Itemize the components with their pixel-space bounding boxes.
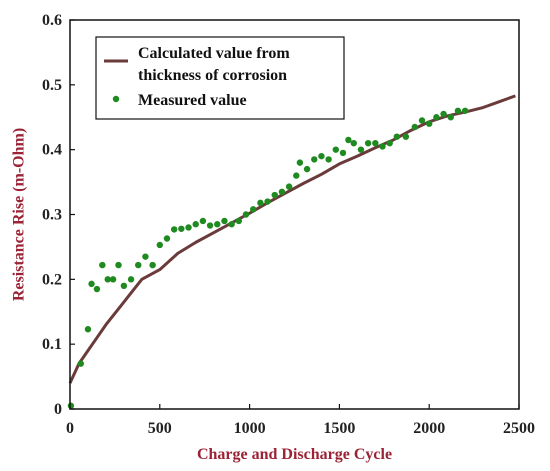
y-tick-label: 0.4 (42, 142, 62, 159)
measured-point (149, 261, 156, 269)
measured-point (402, 133, 410, 140)
measured-point (77, 360, 84, 367)
measured-point (235, 217, 243, 225)
measured-point (461, 107, 469, 114)
measured-point (293, 172, 300, 179)
measured-point (242, 211, 250, 218)
measured-point (454, 107, 462, 114)
x-tick-label: 2500 (503, 420, 535, 437)
legend-label-calculated-line2: thickness of corrosion (138, 67, 287, 84)
measured-point (433, 114, 440, 121)
measured-point (393, 133, 401, 140)
measured-point (357, 146, 365, 153)
legend: Calculated value from thickness of corro… (95, 36, 345, 120)
y-tick-label: 0.2 (42, 271, 62, 288)
x-axis-label: Charge and Discharge Cycle (197, 446, 392, 463)
measured-point (411, 123, 419, 131)
measured-point (345, 136, 352, 144)
legend-label-calculated-line1: Calculated value from (138, 45, 290, 62)
measured-point (264, 198, 271, 205)
measured-point (278, 188, 286, 196)
measured-point (199, 217, 207, 225)
measured-point (214, 221, 221, 228)
measured-point (127, 276, 135, 283)
measured-point (386, 139, 393, 147)
plot-area-frame (69, 19, 520, 410)
y-tick-label: 0.1 (42, 336, 62, 353)
measured-point (285, 183, 293, 190)
measured-point (120, 282, 128, 290)
measured-point (332, 146, 340, 153)
measured-point (311, 156, 318, 163)
y-tick-label: 0 (54, 401, 62, 418)
measured-point (192, 221, 199, 228)
measured-point (271, 191, 278, 199)
y-tick-label: 0.5 (42, 77, 62, 94)
measured-point (426, 120, 433, 127)
measured-point (372, 139, 379, 147)
measured-point (206, 222, 214, 229)
y-tick-labels: 0 0.1 0.2 0.3 0.4 0.5 0.6 (42, 12, 75, 418)
measured-point (296, 159, 304, 166)
measured-point (67, 402, 75, 409)
x-tick-labels: 0 500 1000 1500 2000 2500 (66, 404, 535, 437)
legend-box (95, 36, 345, 120)
y-axis-label: Resistance Rise (m-Ohm) (11, 128, 28, 301)
x-tick-label: 0 (66, 420, 74, 437)
measured-point (249, 206, 257, 213)
series-line-calculated (68, 94, 516, 384)
measured-point (221, 217, 228, 225)
measured-point (364, 139, 372, 147)
measured-point (350, 139, 357, 147)
measured-point (93, 285, 101, 293)
measured-point (447, 114, 454, 121)
measured-point (115, 261, 122, 269)
measured-point (156, 241, 163, 249)
measured-point (339, 149, 347, 157)
x-tick-label: 1500 (323, 420, 355, 437)
measured-point (178, 225, 185, 232)
measured-point (379, 143, 386, 150)
x-tick-label: 2000 (413, 420, 445, 437)
measured-point (109, 276, 117, 283)
measured-point (325, 156, 332, 163)
measured-point (170, 226, 178, 233)
y-tick-label: 0.3 (42, 207, 62, 224)
measured-point (104, 276, 111, 283)
measured-point (303, 165, 311, 173)
y-tick-label: 0.6 (42, 12, 62, 29)
measured-point (135, 261, 142, 269)
legend-label-measured: Measured value (138, 92, 247, 109)
measured-point (99, 261, 106, 269)
measured-point (163, 235, 171, 242)
measured-point (228, 221, 235, 228)
plot-marks (67, 94, 516, 409)
measured-point (318, 152, 325, 160)
measured-point (84, 326, 92, 333)
measured-point (418, 117, 426, 124)
measured-point (257, 199, 264, 207)
measured-point (142, 253, 149, 260)
measured-point (88, 280, 95, 288)
legend-swatch-measured (112, 95, 120, 103)
x-tick-label: 500 (148, 420, 172, 437)
measured-point (185, 224, 192, 231)
x-tick-label: 1000 (234, 420, 266, 437)
measured-point (440, 110, 447, 118)
